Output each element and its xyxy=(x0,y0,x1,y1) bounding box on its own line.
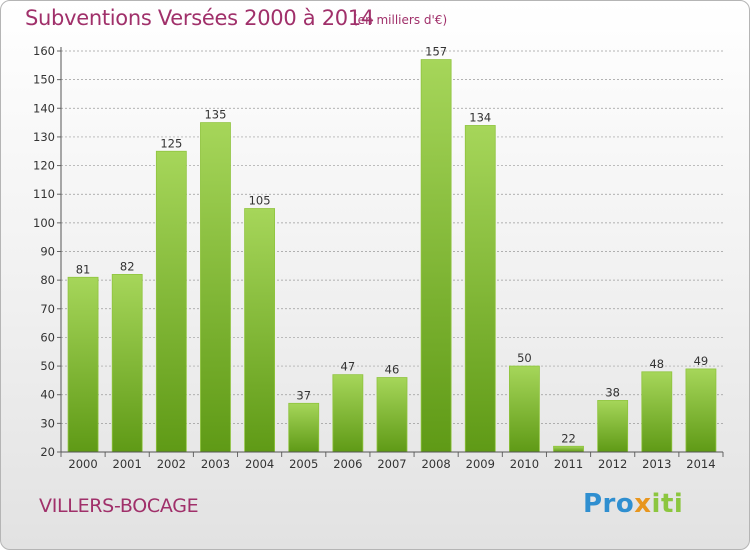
bar-2010 xyxy=(508,365,540,453)
y-tick-label: 110 xyxy=(33,187,55,201)
value-label: 135 xyxy=(204,108,226,122)
bar-2001 xyxy=(111,274,143,453)
x-tick-label: 2013 xyxy=(642,457,671,471)
y-tick-label: 70 xyxy=(40,302,55,316)
x-tick-label: 2001 xyxy=(113,457,142,471)
value-label: 82 xyxy=(120,259,135,273)
bar-2009 xyxy=(464,125,496,453)
place-name: VILLERS-BOCAGE xyxy=(39,495,199,517)
x-tick-label: 2004 xyxy=(245,457,274,471)
bars xyxy=(67,59,717,453)
bar-2003 xyxy=(200,122,231,453)
y-tick-label: 90 xyxy=(40,245,55,259)
y-tick-label: 40 xyxy=(40,388,55,402)
y-tick-label: 30 xyxy=(40,416,55,430)
y-tick-label: 160 xyxy=(33,44,55,58)
y-tick-label: 20 xyxy=(40,445,55,459)
x-tick-label: 2005 xyxy=(289,457,318,471)
value-label: 81 xyxy=(76,262,91,276)
x-tick-label: 2010 xyxy=(510,457,539,471)
value-label: 37 xyxy=(296,388,311,402)
x-tick-label: 2002 xyxy=(157,457,186,471)
bar-2011 xyxy=(553,445,584,453)
value-label: 47 xyxy=(341,360,356,374)
logo-part-2: x xyxy=(634,489,652,519)
bar-2014 xyxy=(685,368,717,453)
bar-2000 xyxy=(67,276,99,453)
proxiti-logo: Proxiti xyxy=(583,489,683,519)
value-label: 38 xyxy=(605,385,620,399)
bar-2002 xyxy=(155,150,187,453)
labels: 20 30 40 50 60 70 80 90 100 110 120 130 140 150 160 81 2… xyxy=(33,44,716,471)
bar-2005 xyxy=(288,402,320,453)
y-tick-label: 80 xyxy=(40,273,55,287)
y-tick-label: 100 xyxy=(33,216,55,230)
y-tick-label: 60 xyxy=(40,330,55,344)
y-tick-label: 140 xyxy=(33,101,55,115)
logo-part-1: Pro xyxy=(583,489,635,519)
bar-2006 xyxy=(332,374,364,453)
x-tick-label: 2006 xyxy=(333,457,362,471)
value-label: 125 xyxy=(160,136,182,150)
y-tick-label: 120 xyxy=(33,159,55,173)
logo-part-3: iti xyxy=(651,489,684,519)
chart-title: Subventions Versées 2000 à 2014 xyxy=(25,6,374,30)
x-tick-label: 2011 xyxy=(554,457,583,471)
value-label: 105 xyxy=(249,194,271,208)
x-tick-label: 2008 xyxy=(421,457,450,471)
value-label: 157 xyxy=(425,45,447,59)
bar-2008 xyxy=(420,59,452,453)
value-label: 50 xyxy=(517,351,532,365)
x-tick-label: 2003 xyxy=(201,457,230,471)
x-tick-label: 2009 xyxy=(466,457,495,471)
value-label: 46 xyxy=(385,363,400,377)
x-tick-label: 2012 xyxy=(598,457,627,471)
bar-2007 xyxy=(376,377,408,453)
y-tick-label: 130 xyxy=(33,130,55,144)
x-tick-label: 2014 xyxy=(686,457,715,471)
bar-2013 xyxy=(641,371,673,453)
y-tick-label: 50 xyxy=(40,359,55,373)
axes xyxy=(57,47,724,457)
value-label: 22 xyxy=(561,431,576,445)
value-label: 48 xyxy=(649,357,664,371)
x-tick-label: 2007 xyxy=(377,457,406,471)
value-label: 49 xyxy=(694,354,709,368)
chart-subtitle: (en milliers d'€) xyxy=(353,13,448,27)
bar-2004 xyxy=(244,208,276,453)
y-tick-label: 150 xyxy=(33,73,55,87)
value-label: 134 xyxy=(469,110,491,124)
bar-2012 xyxy=(597,400,629,453)
x-tick-label: 2000 xyxy=(68,457,97,471)
